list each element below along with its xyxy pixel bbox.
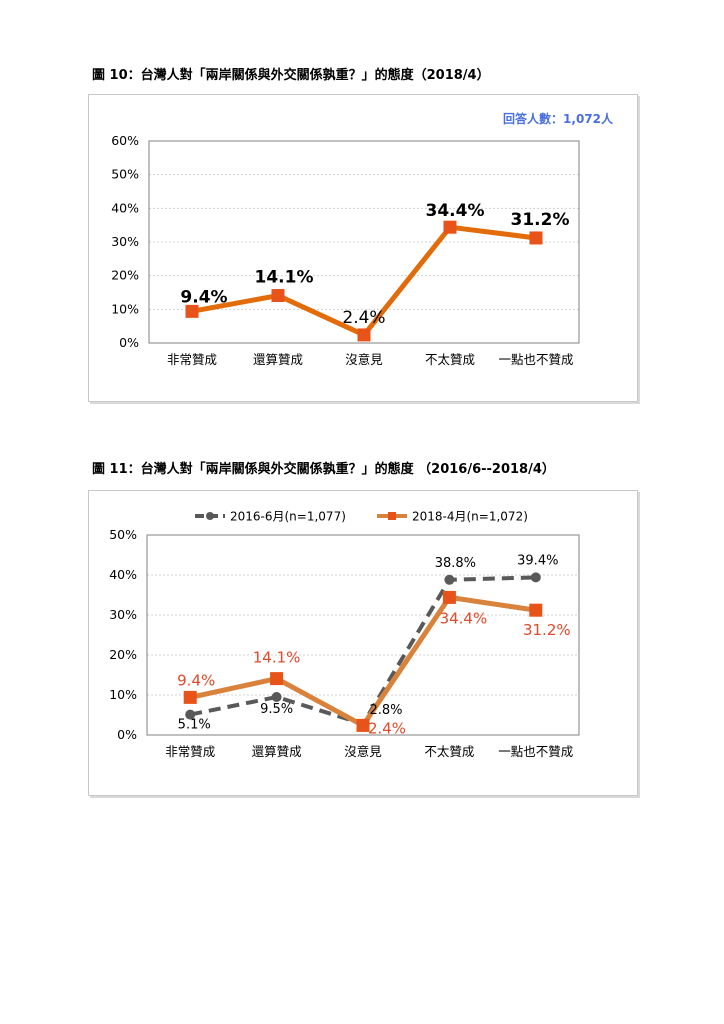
data-point [185,304,199,318]
y-tick-label: 10% [111,301,139,316]
x-category-label: 沒意見 [344,744,382,759]
x-category-label: 沒意見 [345,352,383,367]
y-tick-label: 30% [111,234,139,249]
figure-10-svg: 回答人數：1,072人 0% 10% 20% 30% 40% 50% 60% 非常贊成 還算贊成 沒… [111,111,614,367]
data-label: 9.4% [180,287,227,307]
respondents-count: 回答人數：1,072人 [503,111,614,126]
figure-11-svg: 0% 10% 20% 30% 40% 50% 非常贊成 還算贊成 沒意見 不太贊成 一點也不贊成 20… [109,510,580,759]
y-tick-label: 0% [117,727,137,742]
figure-11-title: 圖 11：台灣人對「兩岸關係與外交關係孰重？」的態度 （2016/6--2018… [92,462,555,477]
data-label-2016: 9.5% [260,702,293,717]
legend-swatch-marker [388,512,396,520]
figure-10-title: 圖 10：台灣人對「兩岸關係與外交關係孰重？」的態度（2018/4） [92,68,490,83]
y-tick-label: 10% [109,687,137,702]
data-point-2018 [442,590,456,604]
data-point-2018 [270,672,284,686]
x-category-label: 還算贊成 [252,744,302,759]
x-category-label: 還算贊成 [253,352,303,367]
y-tick-label: 40% [111,200,139,215]
data-label-2018: 14.1% [253,649,301,667]
data-label: 2.4% [342,308,385,328]
plot-area [148,140,580,344]
series-line-2016 [189,575,536,726]
data-label: 14.1% [255,268,314,288]
data-label: 34.4% [426,201,485,221]
data-label-2018: 2.4% [368,719,406,737]
y-tick-label: 50% [109,527,137,542]
data-point-2018 [183,690,197,704]
data-point-2016 [185,709,196,720]
y-tick-label: 0% [119,335,139,350]
plot-area [146,534,580,736]
legend-label: 2018-4月(n=1,072) [412,510,528,524]
data-point [357,328,371,342]
y-tick-label: 20% [109,647,137,662]
data-label-2018: 31.2% [523,621,571,639]
y-tick-label: 20% [111,268,139,283]
data-label-2018: 34.4% [440,609,488,627]
data-label-2016: 38.8% [435,556,476,571]
x-category-label: 一點也不贊成 [498,352,573,367]
y-tick-label: 60% [111,133,139,148]
legend-label: 2016-6月(n=1,077) [230,510,346,524]
data-label-2016: 5.1% [178,718,211,733]
data-point-2016 [530,572,541,583]
data-point [529,231,543,245]
data-point-2018 [356,718,370,732]
data-point-2016 [444,574,455,585]
data-label-2016: 39.4% [517,553,558,568]
data-point [443,220,457,234]
x-category-label: 一點也不贊成 [498,744,573,759]
y-tick-label: 30% [109,607,137,622]
y-tick-label: 50% [111,167,139,182]
figure-11-chart: 0% 10% 20% 30% 40% 50% 非常贊成 還算贊成 沒意見 不太贊成 一點也不贊成 20… [88,490,638,796]
data-point-2018 [529,603,543,617]
data-point-2016 [271,692,282,702]
y-tick-label: 40% [109,567,137,582]
legend-swatch-marker [206,512,214,520]
data-label: 31.2% [511,210,570,230]
data-point [271,289,285,303]
x-category-label: 非常贊成 [165,744,215,759]
x-category-label: 不太贊成 [424,744,474,759]
data-label-2016: 2.8% [369,703,402,718]
x-category-label: 非常贊成 [167,352,217,367]
x-category-label: 不太贊成 [425,352,475,367]
data-label-2018: 9.4% [177,671,215,689]
figure-10-chart: 回答人數：1,072人 0% 10% 20% 30% 40% 50% 60% 非常贊成 還算贊成 沒… [88,94,638,402]
